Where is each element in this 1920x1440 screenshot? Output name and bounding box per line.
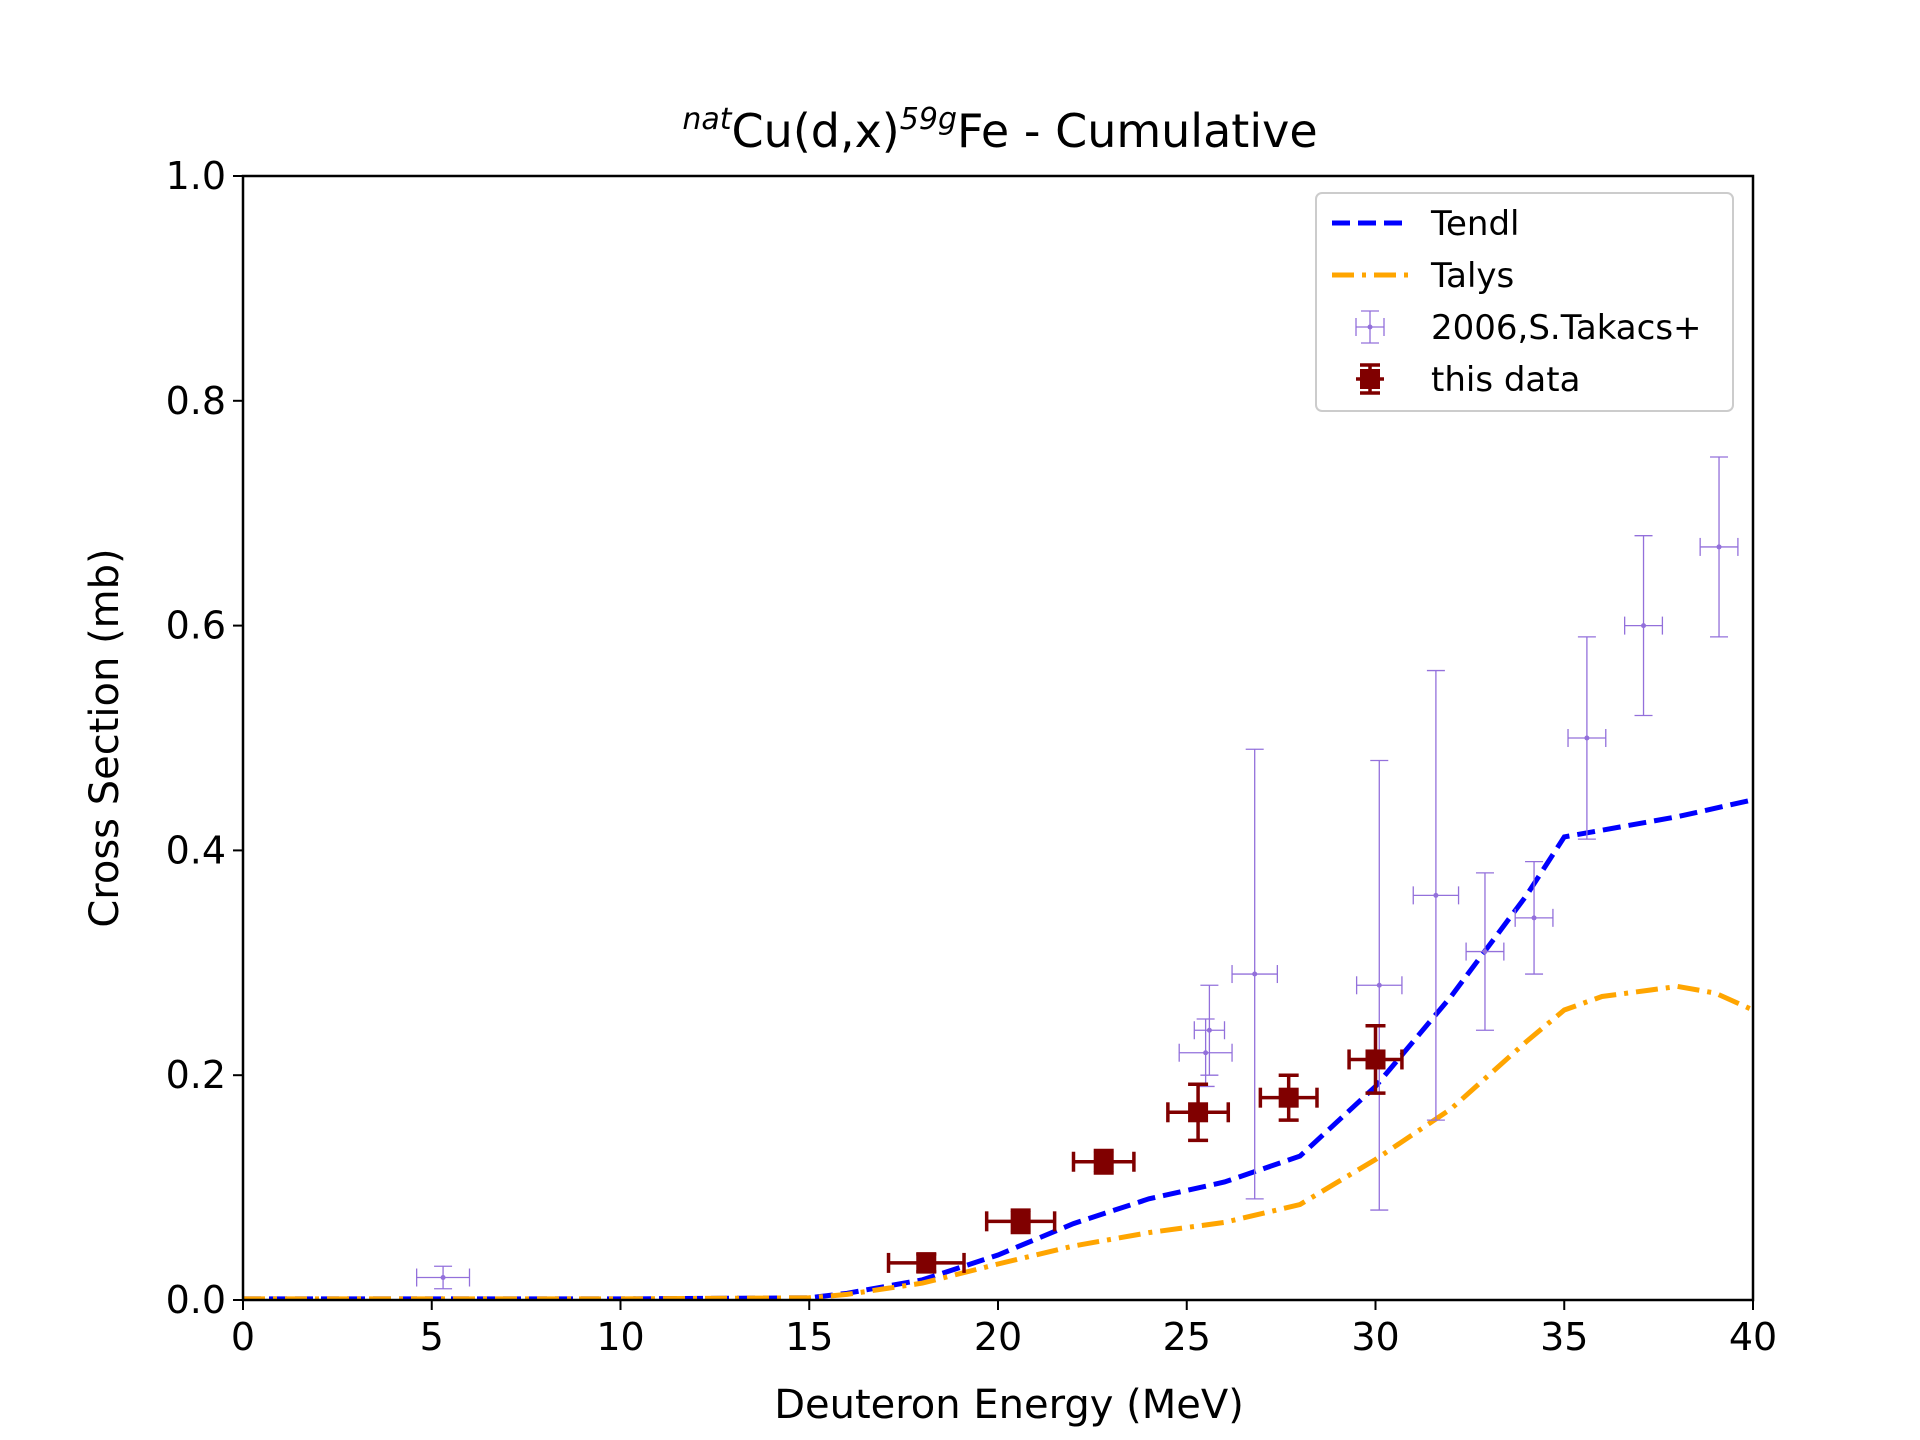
legend-label-this-data: this data [1431,360,1580,400]
legend-label-talys: Talys [1430,256,1514,296]
y-tick-label: 1.0 [166,154,226,198]
marker-dot [1584,735,1590,741]
marker-square [1188,1102,1209,1123]
legend-item-talys: Talys [1332,256,1514,296]
point-this-data-2 [1071,1148,1136,1175]
marker-dot [440,1275,446,1281]
series-line-talys [243,983,1753,1300]
marker-square [1010,1211,1031,1232]
series-line-tendl [243,797,1753,1300]
legend-item-this-data: this data [1356,360,1580,400]
y-tick-label: 0.8 [166,379,226,423]
point-2006-s-takacs-2 [1193,984,1226,1076]
marker-dot [1203,1050,1209,1056]
legend-frame [1315,192,1734,412]
x-tick-label: 20 [974,1315,1022,1359]
point-2006-s-takacs-8 [1567,636,1607,840]
x-tick-label: 35 [1540,1315,1588,1359]
marker-dot [1376,982,1382,988]
x-tick-label: 40 [1729,1315,1777,1359]
x-tick-label: 10 [596,1315,644,1359]
y-axis-label: Cross Section (mb) [82,548,128,927]
title-sup-nat: nat [682,102,732,137]
point-2006-s-takacs-6 [1465,872,1505,1031]
point-this-data-1 [984,1208,1057,1235]
point-this-data-0 [886,1252,966,1274]
x-tick-label: 5 [420,1315,444,1359]
point-2006-s-takacs-9 [1624,535,1664,717]
y-tick-label: 0.6 [166,604,226,648]
title-main-2: Fe - Cumulative [957,104,1318,158]
x-tick-label: 0 [231,1315,255,1359]
legend: Tendl Talys 2006,S.Takacs+ this data [1315,192,1734,412]
point-2006-s-takacs-3 [1231,748,1278,1200]
legend-item-tendl: Tendl [1332,204,1520,244]
marker-dot [1482,949,1488,955]
x-axis-label: Deuteron Energy (MeV) [774,1382,1244,1428]
x-tick-label: 15 [785,1315,833,1359]
point-this-data-4 [1258,1073,1319,1122]
marker-dot [1641,623,1647,629]
point-this-data-3 [1166,1082,1231,1143]
y-tick-label: 0.0 [166,1278,226,1322]
marker-square [1365,1049,1386,1070]
legend-label-2006-s-takacs: 2006,S.Takacs+ [1431,308,1702,348]
x-tick-label: 25 [1163,1315,1211,1359]
point-2006-s-takacs-5 [1412,669,1460,1121]
legend-swatch-marker [1360,369,1380,389]
point-2006-s-takacs-7 [1514,860,1554,975]
marker-square [1278,1087,1299,1108]
chart-title: natCu(d,x)59gFe - Cumulative [682,102,1317,158]
marker-dot [1252,971,1258,977]
legend-label-tendl: Tendl [1430,204,1520,244]
legend-item-2006-s-takacs: 2006,S.Takacs+ [1355,308,1702,348]
marker-dot [1206,1027,1212,1033]
point-this-data-5 [1347,1023,1404,1095]
axes: 0 5 10 15 20 25 30 35 40 0.0 0.2 0.4 0.6 0.8 1.0 [166,154,1778,1359]
marker-dot [1531,915,1537,921]
point-2006-s-takacs-0 [415,1265,471,1290]
y-tick-label: 0.4 [166,828,226,872]
marker-square [1093,1151,1114,1172]
point-2006-s-takacs-10 [1699,456,1739,638]
plot-area [243,456,1753,1300]
marker-dot [1433,892,1439,898]
x-tick-label: 30 [1351,1315,1399,1359]
title-sup-59g: 59g [900,102,957,137]
y-tick-label: 0.2 [166,1053,226,1097]
point-2006-s-takacs-4 [1355,759,1403,1211]
marker-square [916,1252,937,1273]
title-main-1: Cu(d,x) [732,104,900,158]
legend-swatch-marker [1367,324,1373,330]
marker-dot [1716,544,1722,550]
